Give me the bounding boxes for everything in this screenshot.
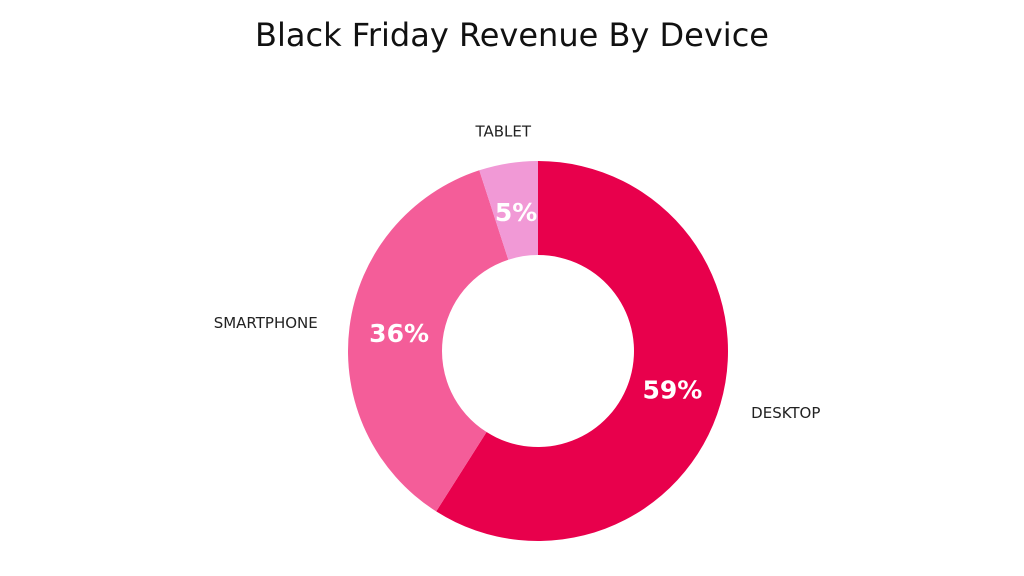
category-label-desktop: DESKTOP [751, 404, 820, 422]
slice-desktop [436, 161, 729, 541]
slice-smartphone [348, 170, 509, 512]
category-label-tablet: TABLET [474, 123, 531, 141]
slices-layer [348, 161, 729, 541]
slice-tablet [479, 161, 538, 260]
labels-layer: 59% DESKTOP 36% SMARTPHONE 5% TABLET [214, 123, 821, 422]
chart-title: Black Friday Revenue By Device [255, 16, 769, 54]
value-label-desktop: 59% [643, 376, 703, 405]
value-label-tablet: 5% [495, 198, 537, 227]
value-label-smartphone: 36% [369, 319, 429, 348]
category-label-smartphone: SMARTPHONE [214, 314, 318, 332]
